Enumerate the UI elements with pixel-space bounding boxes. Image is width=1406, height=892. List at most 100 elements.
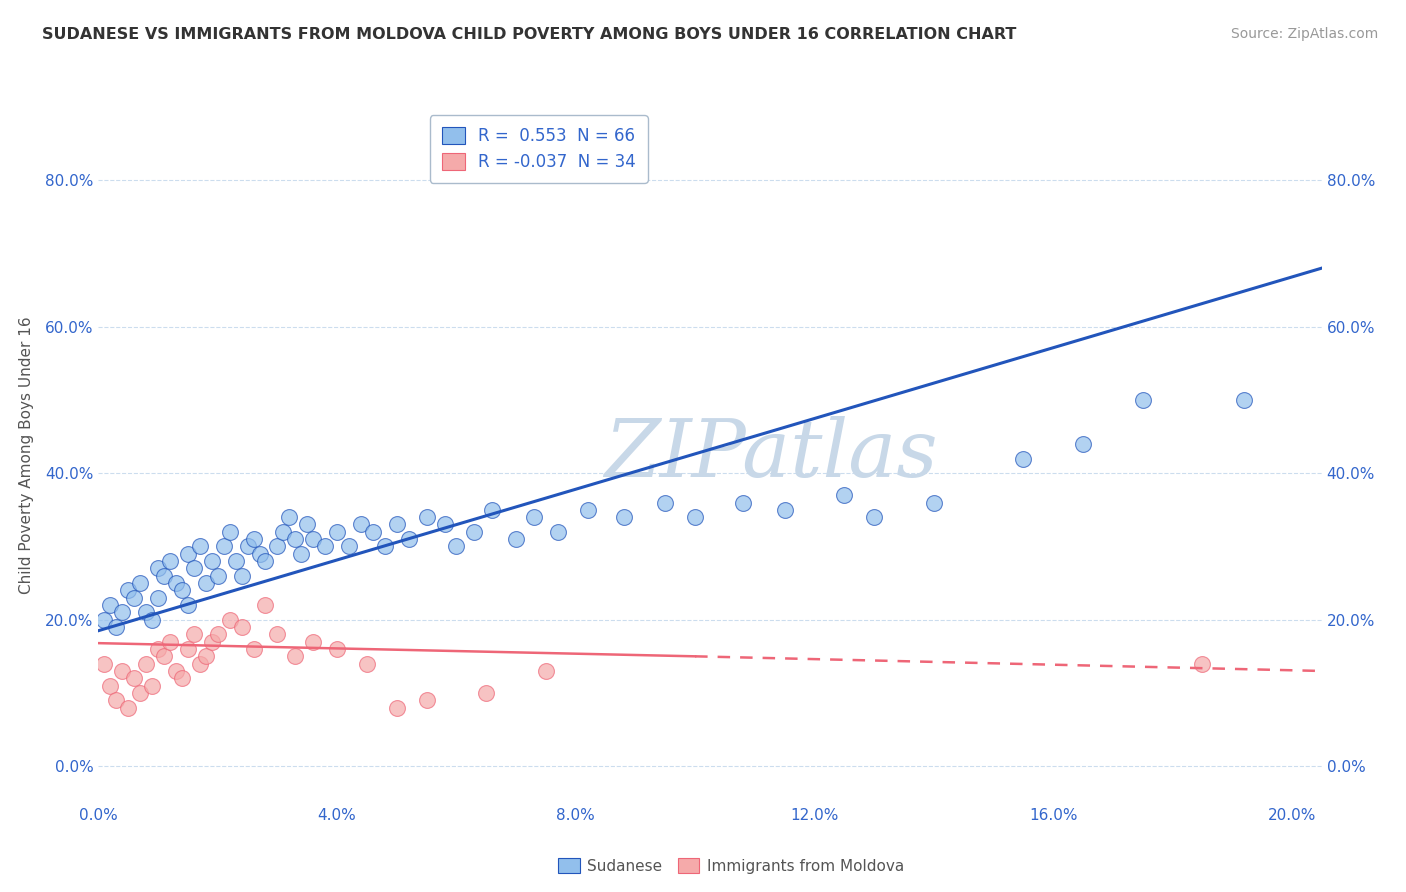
Y-axis label: Child Poverty Among Boys Under 16: Child Poverty Among Boys Under 16 — [18, 316, 34, 594]
Point — [170, 671, 193, 685]
Point — [159, 554, 181, 568]
Point — [534, 664, 557, 678]
Point — [159, 634, 181, 648]
Point — [863, 510, 886, 524]
Point — [547, 524, 569, 539]
Point — [117, 583, 139, 598]
Point — [254, 554, 277, 568]
Point — [505, 532, 527, 546]
Point — [177, 547, 200, 561]
Point — [266, 540, 288, 554]
Point — [146, 591, 169, 605]
Point — [177, 598, 200, 612]
Point — [326, 524, 349, 539]
Point — [1191, 657, 1213, 671]
Point — [773, 503, 796, 517]
Point — [207, 627, 229, 641]
Point — [654, 495, 676, 509]
Point — [1132, 392, 1154, 407]
Point — [194, 576, 217, 591]
Point — [249, 547, 271, 561]
Point — [385, 517, 408, 532]
Point — [254, 598, 277, 612]
Point — [266, 627, 288, 641]
Point — [194, 649, 217, 664]
Point — [225, 554, 247, 568]
Point — [153, 649, 176, 664]
Point — [463, 524, 485, 539]
Point — [183, 561, 205, 575]
Point — [475, 686, 498, 700]
Point — [612, 510, 634, 524]
Point — [146, 642, 169, 657]
Point — [1012, 451, 1035, 466]
Point — [117, 700, 139, 714]
Point — [105, 693, 128, 707]
Point — [385, 700, 408, 714]
Point — [207, 568, 229, 582]
Point — [165, 576, 187, 591]
Point — [111, 664, 134, 678]
Point — [242, 642, 264, 657]
Point — [284, 649, 307, 664]
Point — [98, 598, 121, 612]
Text: ZIPatlas: ZIPatlas — [605, 417, 938, 493]
Point — [188, 540, 211, 554]
Point — [278, 510, 301, 524]
Point — [231, 620, 253, 634]
Point — [326, 642, 349, 657]
Point — [284, 532, 307, 546]
Point — [297, 517, 319, 532]
Point — [398, 532, 420, 546]
Point — [523, 510, 546, 524]
Point — [415, 693, 437, 707]
Point — [129, 686, 152, 700]
Point — [302, 634, 325, 648]
Point — [302, 532, 325, 546]
Point — [183, 627, 205, 641]
Point — [415, 510, 437, 524]
Point — [188, 657, 211, 671]
Point — [273, 524, 295, 539]
Point — [122, 591, 145, 605]
Legend: R =  0.553  N = 66, R = -0.037  N = 34: R = 0.553 N = 66, R = -0.037 N = 34 — [430, 115, 648, 183]
Point — [236, 540, 259, 554]
Point — [356, 657, 378, 671]
Point — [481, 503, 503, 517]
Point — [350, 517, 373, 532]
Point — [242, 532, 264, 546]
Point — [153, 568, 176, 582]
Point — [111, 606, 134, 620]
Point — [170, 583, 193, 598]
Point — [135, 657, 157, 671]
Point — [922, 495, 945, 509]
Point — [135, 606, 157, 620]
Point — [201, 634, 224, 648]
Point — [314, 540, 336, 554]
Point — [98, 679, 121, 693]
Point — [177, 642, 200, 657]
Point — [218, 524, 240, 539]
Point — [129, 576, 152, 591]
Point — [337, 540, 360, 554]
Legend: Sudanese, Immigrants from Moldova: Sudanese, Immigrants from Moldova — [553, 852, 910, 880]
Text: Source: ZipAtlas.com: Source: ZipAtlas.com — [1230, 27, 1378, 41]
Point — [218, 613, 240, 627]
Point — [105, 620, 128, 634]
Point — [146, 561, 169, 575]
Point — [201, 554, 224, 568]
Point — [1071, 437, 1094, 451]
Point — [165, 664, 187, 678]
Point — [212, 540, 235, 554]
Point — [374, 540, 396, 554]
Point — [832, 488, 855, 502]
Point — [731, 495, 754, 509]
Point — [576, 503, 599, 517]
Point — [433, 517, 456, 532]
Point — [1233, 392, 1256, 407]
Point — [231, 568, 253, 582]
Point — [122, 671, 145, 685]
Point — [290, 547, 312, 561]
Point — [93, 613, 115, 627]
Point — [93, 657, 115, 671]
